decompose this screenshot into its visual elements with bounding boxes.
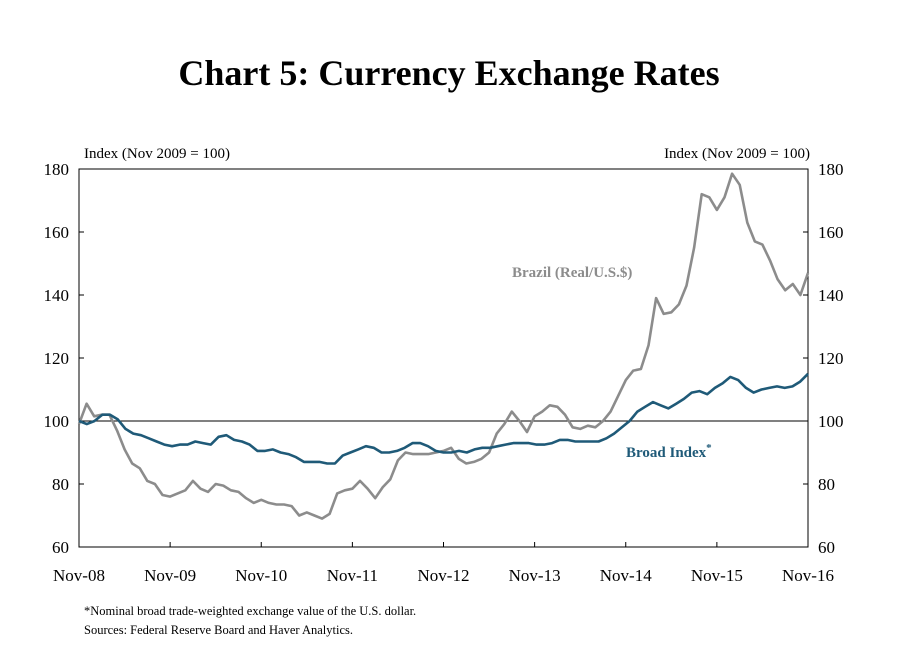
y-tick-label-left: 140 <box>44 286 70 305</box>
plot-frame <box>78 168 809 548</box>
broad-index-series-label: Broad Index* <box>626 442 712 461</box>
y-tick-label-right: 120 <box>818 349 844 368</box>
broad-index-label-text: Broad Index <box>626 445 707 461</box>
y-tick-label-right: 100 <box>818 412 844 431</box>
x-tick-label: Nov-16 <box>782 566 834 585</box>
y-tick-label-left: 60 <box>52 538 69 557</box>
line-chart: Index (Nov 2009 = 100) Index (Nov 2009 =… <box>44 146 844 585</box>
y-tick-label-right: 80 <box>818 475 835 494</box>
y-tick-label-right: 160 <box>818 223 844 242</box>
footnote-definition: *Nominal broad trade-weighted exchange v… <box>84 604 417 618</box>
y-axis-label-right: Index (Nov 2009 = 100) <box>664 146 810 162</box>
brazil-series-line <box>77 172 810 520</box>
x-tick-label: Nov-10 <box>235 566 287 585</box>
y-tick-label-right: 180 <box>818 160 844 179</box>
broad-index-series-line <box>78 372 809 465</box>
brazil-series-label: Brazil (Real/U.S.$) <box>512 265 632 281</box>
y-tick-label-left: 120 <box>44 349 70 368</box>
x-tick-label: Nov-09 <box>144 566 196 585</box>
y-tick-label-left: 160 <box>44 223 70 242</box>
x-tick-label: Nov-13 <box>509 566 561 585</box>
x-tick-label: Nov-14 <box>600 566 652 585</box>
chart-title: Chart 5: Currency Exchange Rates <box>178 53 720 93</box>
y-tick-label-left: 80 <box>52 475 69 494</box>
footnote-sources: Sources: Federal Reserve Board and Haver… <box>84 623 354 637</box>
y-axis-label-left: Index (Nov 2009 = 100) <box>84 146 230 162</box>
y-tick-label-right: 60 <box>818 538 835 557</box>
x-ticks: Nov-08 Nov-09 Nov-10 Nov-11 Nov-12 Nov-13 Nov-… <box>53 542 834 585</box>
y-tick-label-left: 180 <box>44 160 70 179</box>
y-tick-label-right: 140 <box>818 286 844 305</box>
x-tick-label: Nov-11 <box>327 566 378 585</box>
x-tick-label: Nov-12 <box>418 566 470 585</box>
x-tick-label: Nov-08 <box>53 566 105 585</box>
x-tick-label: Nov-15 <box>691 566 743 585</box>
y-ticks-left: 60 80 100 120 140 160 180 <box>44 160 84 557</box>
broad-index-label-asterisk: * <box>706 442 712 454</box>
y-tick-label-left: 100 <box>44 412 70 431</box>
y-ticks-right: 60 80 100 120 140 160 180 <box>803 160 844 557</box>
